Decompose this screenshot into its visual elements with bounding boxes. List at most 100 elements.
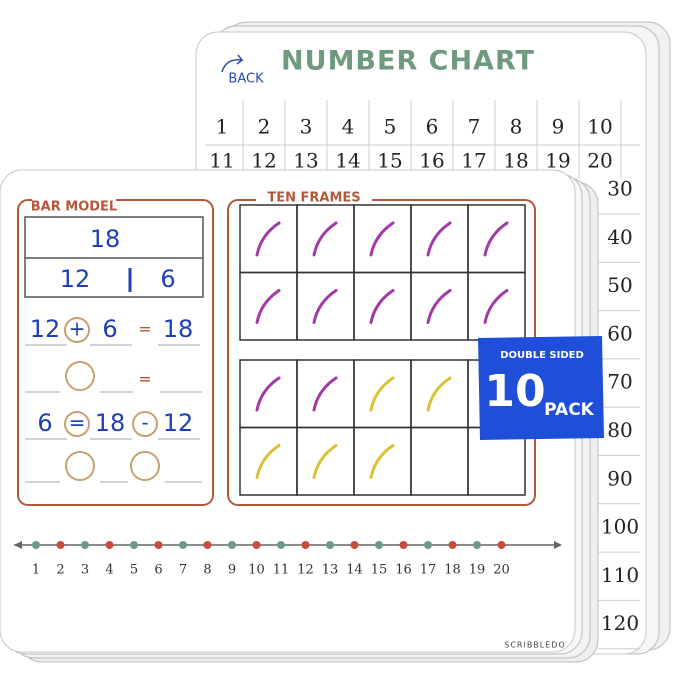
operator-circle — [132, 411, 158, 437]
counter-stroke — [255, 376, 281, 412]
grid-number: 8 — [510, 115, 523, 139]
equation-term: 18 — [163, 315, 194, 343]
grid-number: 11 — [209, 149, 234, 173]
grid-number: 30 — [607, 177, 632, 201]
equation-term: = — [138, 320, 151, 339]
number-line-dot — [326, 541, 334, 549]
operator-circle — [64, 411, 90, 437]
equation-term: 6 — [102, 315, 117, 343]
number-line-dot — [399, 541, 408, 549]
back-label: BACK — [228, 72, 264, 87]
counter-stroke — [255, 289, 281, 324]
number-line-label: 2 — [56, 563, 64, 578]
badge-unit: PACK — [544, 400, 595, 420]
number-line-label: 17 — [420, 563, 437, 578]
number-line-label: 18 — [444, 563, 461, 578]
operator-circle — [65, 361, 95, 391]
badge: DOUBLE SIDED 10 PACK — [478, 336, 604, 440]
equation-term: + — [69, 317, 86, 341]
number-line-dot — [81, 541, 89, 549]
grid-number: 20 — [587, 149, 612, 173]
number-line-label: 20 — [493, 563, 510, 578]
counter-stroke — [369, 376, 395, 412]
grid-number: 80 — [607, 418, 632, 442]
counter-stroke — [255, 221, 281, 257]
number-line-dot — [252, 541, 261, 549]
grid-number: 3 — [300, 115, 313, 139]
number-line-label: 6 — [154, 563, 162, 578]
operator-circle — [130, 451, 160, 481]
number-line-dot — [497, 541, 506, 549]
number-line-dot — [448, 541, 457, 549]
part: 12 — [60, 265, 91, 293]
number-line-label: 14 — [346, 563, 363, 578]
number-line-label: 5 — [130, 563, 138, 578]
part: 6 — [160, 265, 175, 293]
badge-number: 10 — [484, 366, 545, 417]
counter-stroke — [369, 444, 395, 479]
counter-stroke — [426, 376, 452, 412]
counter-stroke — [312, 289, 338, 324]
grid-number: 18 — [503, 149, 528, 173]
counter-stroke — [426, 289, 452, 324]
grid-number: 70 — [607, 370, 632, 394]
number-line-dot — [228, 541, 236, 549]
counter-stroke — [369, 289, 395, 324]
grid-number: 90 — [607, 466, 632, 490]
grid-number: 9 — [552, 115, 565, 139]
number-line-dot — [56, 541, 65, 549]
number-line-label: 13 — [322, 563, 339, 578]
number-line-label: 11 — [273, 563, 290, 578]
number-line-dot — [424, 541, 432, 549]
equation-term: = — [69, 411, 86, 435]
counter-stroke — [255, 444, 281, 479]
operator-circle — [65, 451, 95, 481]
number-grid: 1112123134145156167178189191020304050607… — [205, 100, 640, 650]
bar-model-title: BAR MODEL — [31, 200, 117, 215]
number-line-dot — [105, 541, 114, 549]
equation-term: 18 — [95, 409, 126, 437]
equation-term: 6 — [37, 409, 52, 437]
badge-top: DOUBLE SIDED — [500, 350, 584, 361]
grid-number: 1 — [216, 115, 229, 139]
counter-stroke — [483, 289, 509, 324]
counter-stroke — [312, 221, 338, 257]
number-line-dot — [473, 541, 481, 549]
number-line-dot — [277, 541, 285, 549]
grid-number: 60 — [607, 321, 632, 345]
grid-number: 17 — [461, 149, 486, 173]
brand: SCRIBBLEDO — [504, 641, 566, 650]
number-line-dot — [350, 541, 359, 549]
operator-circle — [64, 317, 90, 343]
number-line-label: 16 — [395, 563, 412, 578]
number-line-label: 8 — [203, 563, 211, 578]
ten-frames-title: TEN FRAMES — [267, 191, 360, 206]
counter-stroke — [312, 376, 338, 412]
number-line-label: 12 — [297, 563, 314, 578]
whole: 18 — [90, 225, 121, 253]
number-line-label: 19 — [469, 563, 486, 578]
number-line-dot — [154, 541, 163, 549]
grid-number: 40 — [607, 225, 632, 249]
grid-number: 6 — [426, 115, 439, 139]
number-line-dot — [301, 541, 310, 549]
number-line-label: 1 — [32, 563, 40, 578]
counter-stroke — [483, 221, 509, 257]
number-line-label: 10 — [248, 563, 265, 578]
number-line-dot — [32, 541, 40, 549]
grid-number: 100 — [601, 515, 639, 539]
equals: = — [138, 370, 151, 389]
grid-number: 14 — [335, 149, 360, 173]
counter-stroke — [312, 444, 338, 479]
equation-term: - — [141, 411, 148, 435]
grid-number: 13 — [293, 149, 318, 173]
grid-number: 4 — [342, 115, 355, 139]
grid-number: 110 — [601, 563, 639, 587]
equation-term: 12 — [30, 315, 61, 343]
grid-number: 50 — [607, 273, 632, 297]
grid-number: 12 — [251, 149, 276, 173]
counter-stroke — [369, 221, 395, 257]
grid-number: 2 — [258, 115, 271, 139]
grid-number: 5 — [384, 115, 397, 139]
